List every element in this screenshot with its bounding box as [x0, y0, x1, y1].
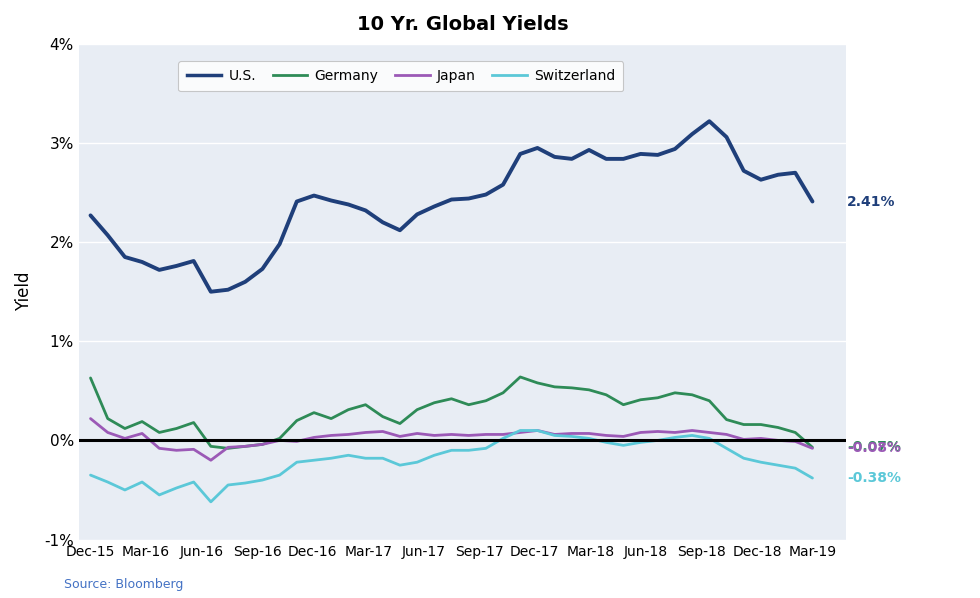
Text: 2.41%: 2.41%: [848, 194, 896, 209]
Legend: U.S., Germany, Japan, Switzerland: U.S., Germany, Japan, Switzerland: [178, 61, 623, 91]
Text: -0.38%: -0.38%: [848, 471, 902, 485]
Text: -0.07%: -0.07%: [848, 440, 902, 454]
Text: Source: Bloomberg: Source: Bloomberg: [64, 578, 183, 591]
Text: -0.08%: -0.08%: [848, 441, 902, 455]
Y-axis label: Yield: Yield: [15, 272, 33, 312]
Title: 10 Yr. Global Yields: 10 Yr. Global Yields: [357, 15, 568, 34]
